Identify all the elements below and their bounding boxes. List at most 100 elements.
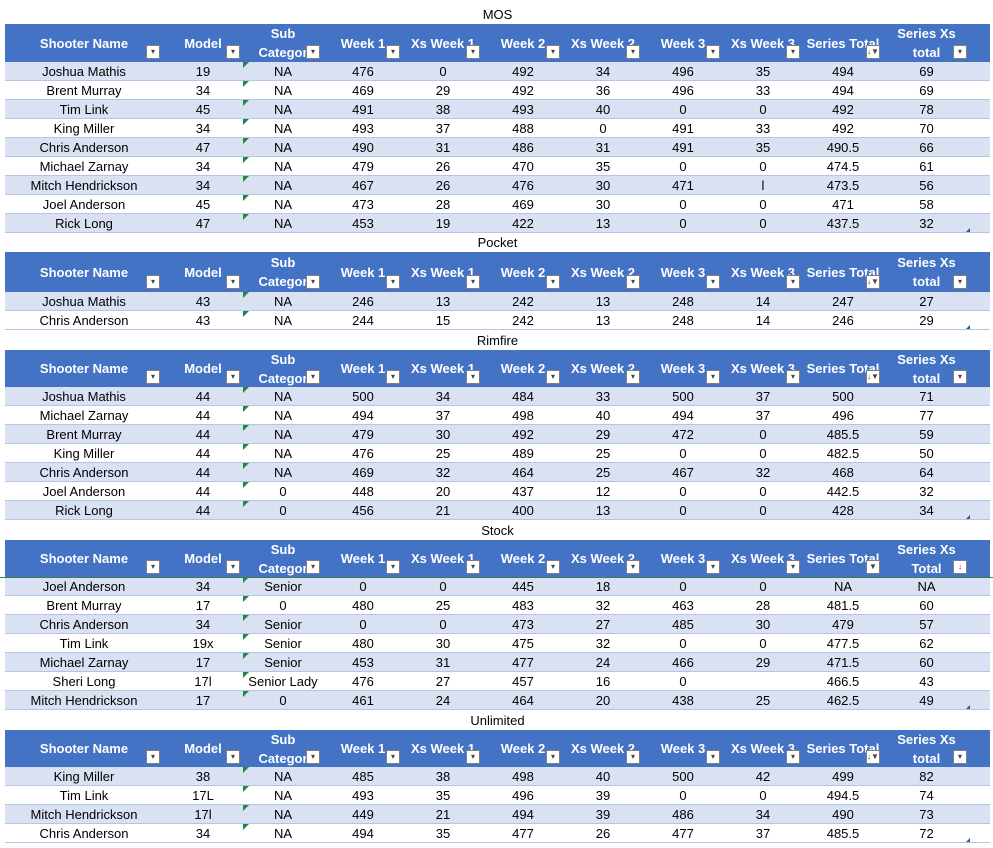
table-cell[interactable]: 26 [595,825,611,841]
table-cell[interactable]: Rick Long [55,215,113,231]
table-cell[interactable]: 37 [435,407,451,423]
table-cell[interactable]: 473.5 [826,177,860,193]
dropdown-arrow-icon[interactable]: ▾ [386,560,400,574]
table-cell[interactable]: 39 [595,806,611,822]
table-cell[interactable]: 13 [595,502,611,518]
dropdown-arrow-icon[interactable]: ▾ [306,45,320,59]
column-header[interactable]: Model ▾ [163,540,243,577]
table-cell[interactable]: 32 [595,597,611,613]
table-cell[interactable]: 0 [679,101,687,117]
column-header[interactable]: Series Xs total ▾ [883,730,970,767]
table-cell[interactable]: 16 [595,673,611,689]
table-cell[interactable]: 45 [195,101,211,117]
table-cell[interactable]: 489 [512,445,534,461]
table-cell[interactable]: 60 [919,654,934,670]
table-cell[interactable]: 479 [352,158,374,174]
table-cell[interactable]: 31 [435,654,451,670]
column-header[interactable]: Week 2 ▾ [483,252,563,292]
table-cell[interactable]: 35 [435,825,451,841]
table-cell[interactable]: 28 [755,597,771,613]
dropdown-arrow-icon[interactable]: ▾ [386,750,400,764]
column-header[interactable]: Week 3 ▾ [643,350,723,387]
table-cell[interactable]: NA [243,786,323,804]
table-cell[interactable]: 500 [352,388,374,404]
table-cell[interactable]: NA [243,100,323,118]
dropdown-arrow-icon[interactable]: ▾ [626,45,640,59]
table-cell[interactable]: 400 [512,502,534,518]
table-cell[interactable]: 44 [195,445,211,461]
table-cell[interactable]: 56 [919,177,934,193]
table-cell[interactable]: 47 [195,215,211,231]
table-cell[interactable]: 498 [512,407,534,423]
dropdown-arrow-icon[interactable]: ▾ [706,750,720,764]
table-row[interactable]: Sheri Long 17l Senior Lady 476 27 457 16 0 466.5… [5,672,990,691]
table-row[interactable]: Chris Anderson 34 NA 494 35 477 26 477 37 485.5 72 [5,824,990,843]
dropdown-arrow-icon[interactable]: ▾ [466,370,480,384]
table-cell[interactable]: 469 [352,82,374,98]
dropdown-arrow-icon[interactable]: ▾ [146,560,160,574]
table-cell[interactable]: 29 [435,82,451,98]
table-cell[interactable]: NA [243,425,323,443]
table-cell[interactable]: 34 [435,388,451,404]
table-cell[interactable]: 0 [679,196,687,212]
table-cell[interactable]: NA [243,157,323,175]
table-cell[interactable]: 242 [512,312,534,328]
table-cell[interactable]: 30 [435,426,451,442]
table-cell[interactable]: NA [243,81,323,99]
column-header[interactable]: Week 1 ▾ [323,252,403,292]
table-cell[interactable]: 494.5 [826,787,860,803]
table-cell[interactable]: 477 [672,825,694,841]
table-cell[interactable]: 477.5 [826,635,860,651]
table-cell[interactable]: 449 [352,806,374,822]
column-header[interactable]: Series Total ↓▼ [803,350,883,387]
table-cell[interactable]: 25 [595,464,611,480]
dropdown-arrow-icon[interactable]: ▾ [786,560,800,574]
table-cell[interactable]: NA [243,119,323,137]
dropdown-arrow-icon[interactable]: ▾ [466,750,480,764]
table-cell[interactable]: 61 [919,158,934,174]
table-cell[interactable]: NA [243,195,323,213]
column-header[interactable]: Week 2 ▾ [483,540,563,577]
table-cell[interactable]: 26 [435,177,451,193]
sort-filter-icon[interactable]: ↓▼ [866,750,880,764]
table-cell[interactable]: 448 [352,483,374,499]
table-cell[interactable]: 44 [195,502,211,518]
table-cell[interactable]: 467 [672,464,694,480]
table-row[interactable]: Joshua Mathis 19 NA 476 0 492 34 496 35 494 69 [5,62,990,81]
column-header[interactable]: Model ▾ [163,730,243,767]
table-cell[interactable]: 43 [919,673,934,689]
table-cell[interactable]: 19 [435,215,451,231]
table-cell[interactable]: 0 [439,578,447,594]
dropdown-arrow-icon[interactable]: ▾ [786,750,800,764]
table-resize-handle[interactable] [966,325,970,329]
table-cell[interactable]: NA [243,805,323,823]
table-cell[interactable]: Tim Link [59,787,109,803]
table-cell[interactable]: 428 [832,502,854,518]
dropdown-arrow-icon[interactable]: ▾ [466,275,480,289]
table-cell[interactable]: King Miller [53,445,115,461]
table-cell[interactable]: 27 [435,673,451,689]
table-cell[interactable]: 26 [435,158,451,174]
table-cell[interactable]: Michael Zarnay [39,407,129,423]
dropdown-arrow-icon[interactable]: ▾ [146,275,160,289]
table-cell[interactable]: 476 [352,63,374,79]
column-header[interactable]: Model ▾ [163,350,243,387]
table-cell[interactable]: 34 [883,501,970,519]
table-row[interactable]: Joshua Mathis 43 NA 246 13 242 13 248 14 247 27 [5,292,990,311]
table-cell[interactable]: 484 [512,388,534,404]
filter-icon[interactable]: ▼ [866,560,880,574]
table-cell[interactable]: 445 [512,578,534,594]
table-cell[interactable]: Senior [243,634,323,652]
dropdown-arrow-icon[interactable]: ▾ [386,370,400,384]
table-cell[interactable]: 494 [832,63,854,79]
dropdown-arrow-icon[interactable]: ▾ [786,275,800,289]
table-cell[interactable]: 21 [435,502,451,518]
dropdown-arrow-icon[interactable]: ▾ [953,45,967,59]
table-cell[interactable]: 473 [512,616,534,632]
dropdown-arrow-icon[interactable]: ▾ [226,275,240,289]
dropdown-arrow-icon[interactable]: ▾ [226,370,240,384]
table-cell[interactable]: NA [243,311,323,329]
table-cell[interactable]: 453 [352,215,374,231]
table-cell[interactable]: 0 [679,578,687,594]
dropdown-arrow-icon[interactable]: ▾ [546,750,560,764]
